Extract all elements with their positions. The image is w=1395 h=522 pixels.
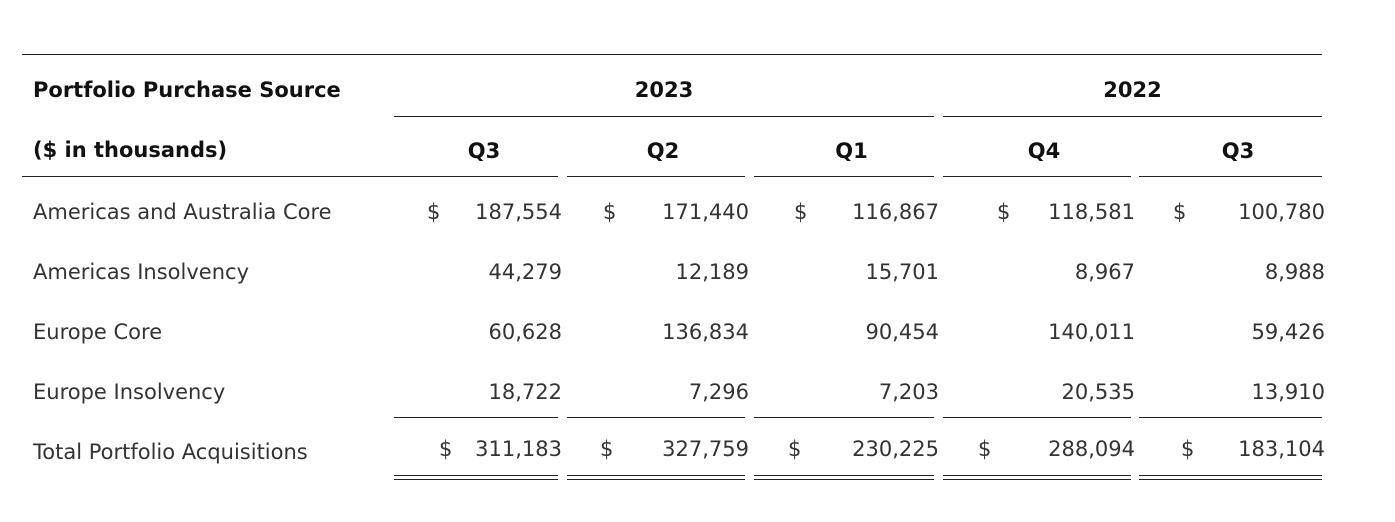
header-bottom-rule-q3-2022	[1139, 176, 1322, 177]
row-label: Europe Core	[33, 320, 163, 344]
header-bottom-rule-q1	[754, 176, 934, 177]
currency-symbol: $	[794, 200, 808, 224]
header-bottom-rule-q2	[567, 176, 745, 177]
total-value: 230,225	[852, 437, 939, 461]
quarter-header-2023-q2: Q2	[646, 139, 680, 163]
total-value: 327,759	[662, 437, 749, 461]
total-double-rule	[1139, 475, 1322, 480]
total-double-rule	[394, 475, 558, 480]
total-value: 288,094	[1048, 437, 1135, 461]
cell-value: 118,581	[1048, 200, 1135, 224]
cell-value: 187,554	[475, 200, 562, 224]
quarter-header-2023-q1: Q1	[835, 139, 868, 163]
header-label-units: ($ in thousands)	[33, 138, 228, 162]
total-value: 183,104	[1238, 437, 1325, 461]
total-double-rule	[943, 475, 1131, 480]
cell-value: 100,780	[1238, 200, 1325, 224]
cell-value: 18,722	[488, 380, 562, 404]
total-label: Total Portfolio Acquisitions	[33, 440, 308, 464]
quarter-header-2022-q3: Q3	[1221, 139, 1255, 163]
cell-value: 140,011	[1048, 320, 1135, 344]
cell-value: 116,867	[852, 200, 939, 224]
currency-symbol: $	[788, 437, 802, 461]
total-double-rule	[567, 475, 745, 480]
currency-symbol: $	[603, 200, 617, 224]
total-value: 311,183	[475, 437, 562, 461]
currency-symbol: $	[978, 437, 992, 461]
subtotal-rule	[394, 417, 558, 418]
subtotal-rule	[943, 417, 1131, 418]
top-rule	[22, 54, 1322, 55]
header-label-source: Portfolio Purchase Source	[33, 78, 341, 102]
row-label: Americas and Australia Core	[33, 200, 332, 224]
cell-value: 8,988	[1264, 260, 1325, 284]
row-label: Europe Insolvency	[33, 380, 226, 404]
row-label: Americas Insolvency	[33, 260, 249, 284]
year-header-2022: 2022	[1103, 78, 1162, 102]
total-double-rule	[754, 475, 934, 480]
cell-value: 90,454	[865, 320, 939, 344]
header-bottom-rule-q4	[943, 176, 1131, 177]
year-2022-underline	[943, 116, 1322, 117]
cell-value: 59,426	[1251, 320, 1325, 344]
cell-value: 20,535	[1061, 380, 1135, 404]
cell-value: 12,189	[675, 260, 749, 284]
cell-value: 7,296	[688, 380, 749, 404]
cell-value: 44,279	[488, 260, 562, 284]
header-bottom-rule-label	[22, 176, 558, 177]
currency-symbol: $	[600, 437, 614, 461]
cell-value: 7,203	[878, 380, 939, 404]
year-2023-underline	[394, 116, 934, 117]
subtotal-rule	[1139, 417, 1322, 418]
year-header-2023: 2023	[634, 78, 694, 102]
cell-value: 13,910	[1251, 380, 1325, 404]
cell-value: 171,440	[662, 200, 749, 224]
quarter-header-2022-q4: Q4	[1027, 139, 1061, 163]
cell-value: 136,834	[662, 320, 749, 344]
cell-value: 60,628	[488, 320, 562, 344]
cell-value: 8,967	[1074, 260, 1135, 284]
currency-symbol: $	[1181, 437, 1195, 461]
currency-symbol: $	[1173, 200, 1187, 224]
cell-value: 15,701	[865, 260, 939, 284]
subtotal-rule	[754, 417, 934, 418]
currency-symbol: $	[997, 200, 1011, 224]
currency-symbol: $	[439, 437, 453, 461]
currency-symbol: $	[427, 200, 441, 224]
subtotal-rule	[567, 417, 745, 418]
quarter-header-2023-q3: Q3	[467, 139, 501, 163]
